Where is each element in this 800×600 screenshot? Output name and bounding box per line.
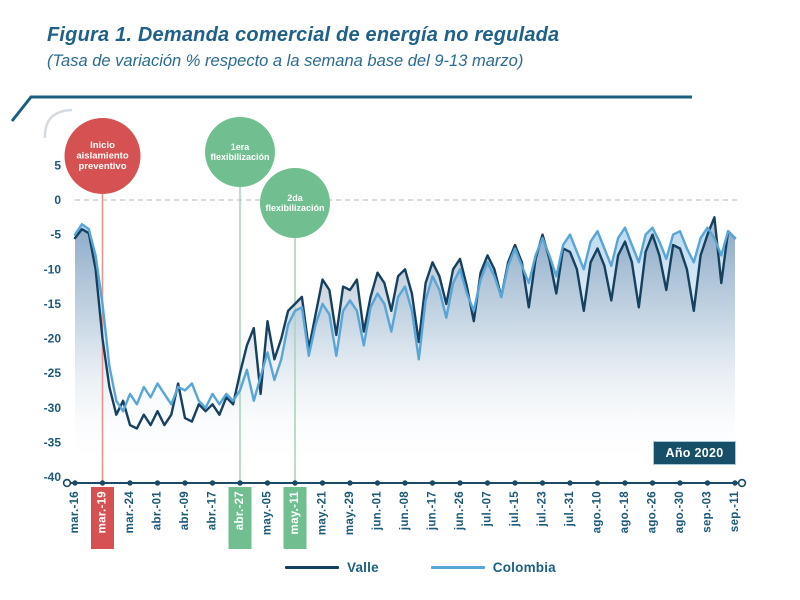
x-tick-highlight-box <box>283 487 307 549</box>
axis-tick-dot <box>567 480 573 486</box>
annotation-text: 1era <box>231 142 251 152</box>
axis-tick-dot <box>374 480 381 486</box>
figure-title: Figura 1. Demanda comercial de energía n… <box>47 24 560 46</box>
x-tick-label: jun.-17 <box>427 491 439 531</box>
axis-tick-dot <box>429 480 436 486</box>
x-tick-label: mar.-24 <box>124 491 136 534</box>
x-tick-label: may.-05 <box>262 491 274 535</box>
axis-tick-dot <box>319 480 326 486</box>
axis-end-circle-right <box>737 478 747 488</box>
x-tick-label: may.-21 <box>317 491 329 535</box>
axis-tick-dot <box>402 480 408 486</box>
legend-item-colombia: Colombia <box>430 560 556 575</box>
x-tick-label: jul.-07 <box>482 491 494 527</box>
axis-tick-dot <box>677 480 683 486</box>
x-tick-label: abr.-01 <box>152 491 164 530</box>
x-tick-label: jun.-01 <box>372 491 384 531</box>
x-tick-label: abr.-17 <box>207 491 219 530</box>
x-tick-label: may.-29 <box>344 491 356 535</box>
x-tick-label: jul.-23 <box>537 491 549 527</box>
figure-header: Figura 1. Demanda comercial de energía n… <box>47 22 747 72</box>
axis-tick-dot <box>622 480 628 486</box>
annotation-circle <box>260 168 330 238</box>
x-tick-label: jul.-15 <box>509 491 521 528</box>
axis-tick-dot <box>292 480 298 486</box>
legend-label-valle: Valle <box>347 560 379 575</box>
axis-tick-dot <box>484 480 491 486</box>
legend-line-valle <box>285 566 339 569</box>
axis-tick-dot <box>704 480 711 486</box>
axis-tick-dot <box>72 480 78 486</box>
legend-line-colombia <box>430 566 485 569</box>
y-tick-label: -25 <box>44 366 62 380</box>
axis-tick-dot <box>209 480 216 486</box>
header-rule <box>10 95 692 122</box>
x-tick-highlight-box <box>228 487 252 549</box>
x-tick-label: abr.-09 <box>179 491 191 530</box>
plot-corner-ornament <box>43 108 73 139</box>
axis-tick-dot <box>539 480 546 486</box>
x-tick-highlight-box <box>91 487 114 549</box>
x-tick-label: ago.-18 <box>619 491 631 534</box>
annotation-text: preventivo <box>78 161 126 172</box>
axis-tick-dot <box>127 480 133 486</box>
axis-tick-dot <box>649 480 656 486</box>
x-tick-label: sep.-11 <box>729 491 741 532</box>
x-tick-label: mar.-16 <box>69 491 81 533</box>
x-tick-label: abr.-27 <box>234 491 246 530</box>
annotation-text: flexibilización <box>210 152 269 162</box>
y-tick-label: 0 <box>54 193 61 207</box>
axis-tick-dot <box>457 480 463 486</box>
chart-legend: Valle Colombia <box>285 560 556 575</box>
annotation-circle <box>64 118 141 194</box>
axis-tick-dot <box>512 480 518 486</box>
y-tick-label: -30 <box>44 401 62 415</box>
x-tick-label: mar.-19 <box>97 491 109 533</box>
axis-tick-dot <box>182 480 188 486</box>
x-tick-label: sep.-03 <box>702 491 714 533</box>
y-tick-label: -5 <box>50 228 61 242</box>
annotation-text: 2da <box>287 193 304 203</box>
x-tick-label: ago.-10 <box>592 491 604 533</box>
axis-tick-dot <box>594 480 601 486</box>
axis-tick-dot <box>732 480 738 486</box>
x-tick-label: ago.-30 <box>674 491 686 533</box>
y-tick-label: -10 <box>44 262 62 276</box>
x-tick-label: may.-11 <box>289 491 301 535</box>
y-tick-label: -35 <box>44 435 62 449</box>
series-line-valle <box>73 216 737 430</box>
axis-tick-dot <box>99 480 106 486</box>
legend-item-valle: Valle <box>285 560 379 575</box>
y-tick-label: -20 <box>44 332 62 346</box>
annotation-text: aislamiento <box>76 151 128 162</box>
x-tick-label: jul.-31 <box>564 491 576 528</box>
annotation-text: flexibilización <box>265 203 324 213</box>
annotation-text: Inicio <box>90 140 115 151</box>
annotation-circle <box>205 117 275 187</box>
axis-tick-dot <box>154 480 161 486</box>
series-line-colombia <box>73 222 737 413</box>
axis-end-circle-left <box>62 478 72 488</box>
x-tick-label: jun.-26 <box>454 491 466 531</box>
figure-subtitle: (Tasa de variación % respecto a la seman… <box>47 52 524 70</box>
y-tick-label: -40 <box>44 470 62 484</box>
axis-tick-dot <box>347 480 353 486</box>
year-badge: Año 2020 <box>653 441 736 465</box>
x-tick-label: jun.-08 <box>399 491 411 531</box>
y-tick-label: -15 <box>44 297 62 311</box>
legend-label-colombia: Colombia <box>492 560 556 575</box>
axis-tick-dot <box>264 480 271 486</box>
x-tick-label: ago.-26 <box>647 491 659 533</box>
y-tick-label: 5 <box>54 158 61 172</box>
axis-tick-dot <box>237 480 243 486</box>
